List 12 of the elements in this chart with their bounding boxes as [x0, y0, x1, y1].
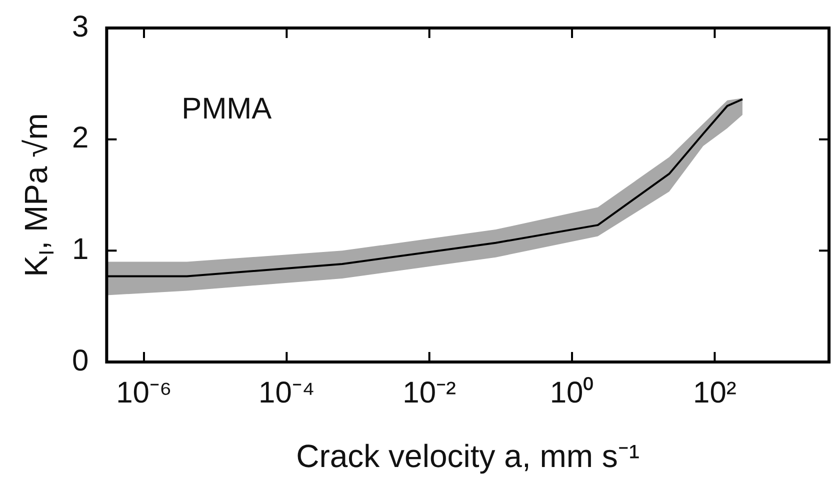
x-tick-label: 10⁻⁶ [116, 376, 172, 410]
y-tick-label: 1 [72, 232, 89, 266]
x-tick-label: 10⁻⁴ [258, 376, 315, 410]
y-tick-label: 2 [72, 122, 89, 155]
annotation: PMMA [182, 92, 272, 126]
x-axis-title: Crack velocity a, mm s⁻¹ [296, 438, 640, 474]
y-axis-title: KI, MPa √m [18, 113, 58, 277]
x-tick-label: 10² [693, 376, 736, 410]
x-tick-label: 10⁰ [550, 376, 594, 410]
y-tick-label: 0 [72, 344, 89, 378]
y-tick-label: 3 [72, 10, 89, 44]
x-tick-label: 10⁻² [402, 376, 456, 410]
